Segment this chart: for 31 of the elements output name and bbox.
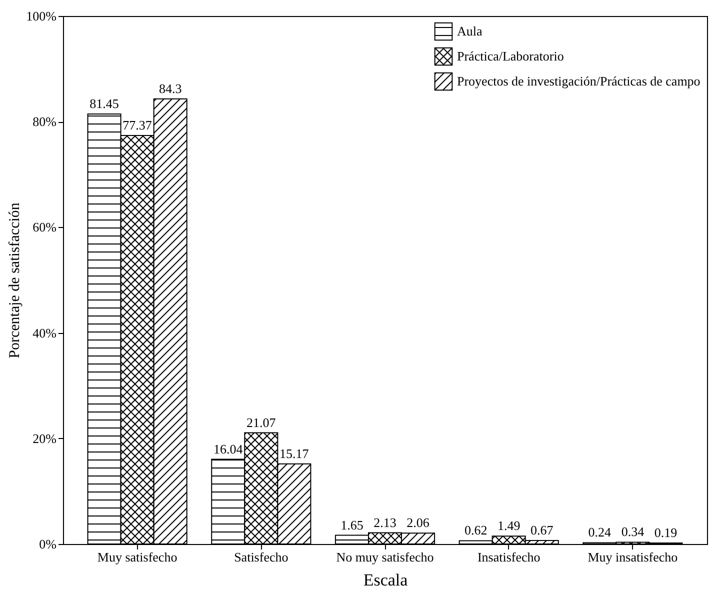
data-label: 81.45	[90, 96, 119, 111]
data-label: 15.17	[280, 446, 310, 461]
data-label: 0.19	[654, 524, 678, 540]
data-label: 21.07	[246, 414, 276, 430]
data-label: 2.13	[374, 514, 396, 530]
y-tick-label: 40%	[32, 325, 57, 340]
y-tick-label: 60%	[32, 220, 57, 235]
data-label: 16.04	[214, 441, 244, 456]
x-tick-label: Muy insatisfecho	[588, 550, 678, 564]
data-label: 0.62	[464, 522, 488, 538]
x-tick-label: Satisfecho	[234, 550, 288, 564]
data-label: 77.37	[122, 117, 152, 132]
data-label: 0.34	[621, 524, 645, 540]
data-label: 1.49	[497, 518, 520, 534]
y-tick-label: 100%	[26, 8, 57, 24]
x-tick-label: Muy satisfecho	[97, 550, 178, 564]
data-label: 0.67	[530, 522, 554, 538]
data-label: 1.65	[340, 517, 364, 532]
legend-label: Aula	[457, 24, 482, 38]
y-tick-label: 0%	[39, 536, 57, 552]
x-axis-title: Escala	[363, 570, 408, 590]
data-label: 84.3	[158, 80, 182, 96]
y-tick-label: 80%	[32, 114, 57, 130]
y-axis-title: Porcentaje de satisfacción	[7, 202, 24, 358]
legend-label: Proyectos de investigación/Prácticas de campo	[457, 74, 700, 88]
y-tick-label: 20%	[32, 430, 57, 446]
legend-label: Práctica/Laboratorio	[457, 48, 564, 64]
data-label: 0.24	[588, 524, 612, 540]
x-tick-label: No muy satisfecho	[336, 550, 434, 564]
x-tick-label: Insatisfecho	[477, 550, 540, 564]
data-label: 2.06	[406, 515, 430, 530]
